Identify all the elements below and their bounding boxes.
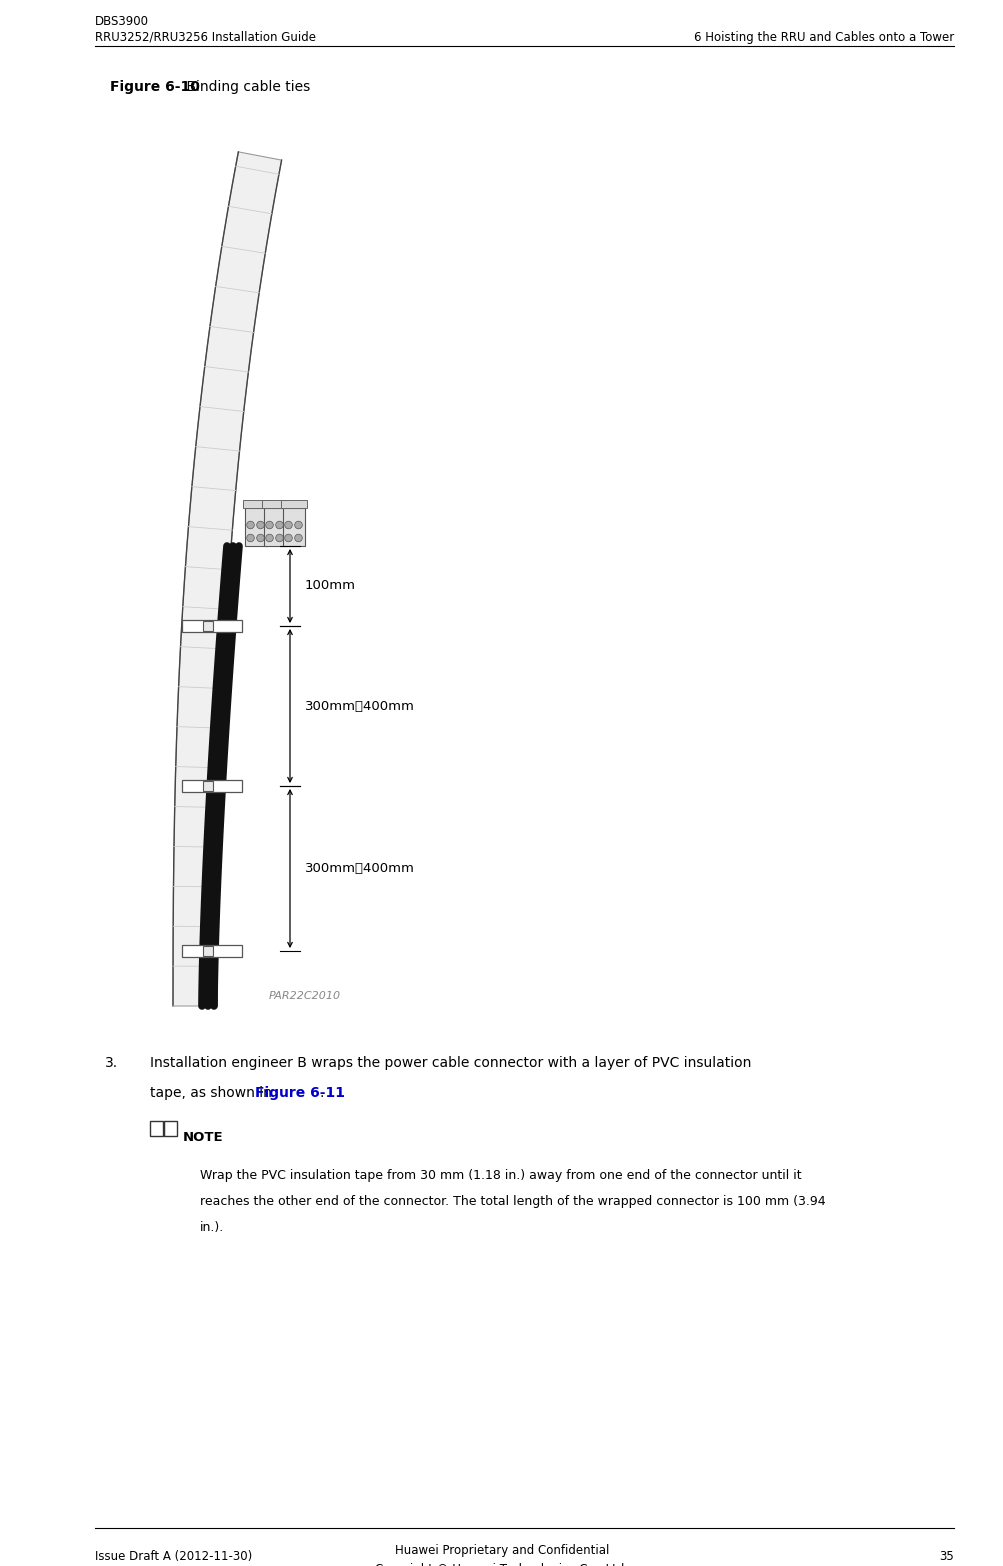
Bar (283, 507, 305, 547)
Text: 300mm～400mm: 300mm～400mm (305, 861, 414, 875)
Circle shape (285, 534, 292, 542)
Polygon shape (173, 152, 281, 1005)
Text: RRU3252/RRU3256 Installation Guide: RRU3252/RRU3256 Installation Guide (95, 31, 316, 44)
Circle shape (257, 534, 264, 542)
Text: 3.: 3. (105, 1055, 118, 1070)
Bar (182, 944, 242, 957)
Bar (163, 1121, 177, 1135)
Bar (203, 781, 213, 791)
Text: tape, as shown in: tape, as shown in (149, 1085, 276, 1099)
Circle shape (295, 521, 302, 529)
Bar (262, 500, 288, 507)
Text: Issue Draft A (2012-11-30): Issue Draft A (2012-11-30) (95, 1550, 252, 1563)
Bar (203, 622, 213, 631)
Bar (264, 507, 286, 547)
Text: 100mm: 100mm (305, 579, 356, 592)
Text: DBS3900: DBS3900 (95, 16, 148, 28)
Bar (203, 946, 213, 955)
Text: Wrap the PVC insulation tape from 30 mm (1.18 in.) away from one end of the conn: Wrap the PVC insulation tape from 30 mm … (200, 1168, 800, 1182)
Circle shape (266, 521, 273, 529)
Circle shape (247, 521, 254, 529)
Text: Huawei Proprietary and Confidential: Huawei Proprietary and Confidential (394, 1544, 609, 1557)
Text: PAR22C2010: PAR22C2010 (269, 991, 341, 1001)
Text: in.).: in.). (200, 1221, 224, 1234)
Text: 300mm～400mm: 300mm～400mm (305, 700, 414, 713)
Circle shape (266, 534, 273, 542)
Bar (243, 500, 269, 507)
Text: .: . (319, 1085, 324, 1099)
Text: Copyright © Huawei Technologies Co., Ltd.: Copyright © Huawei Technologies Co., Ltd… (375, 1563, 628, 1566)
Bar (245, 507, 267, 547)
Text: NOTE: NOTE (183, 1131, 224, 1145)
Text: Binding cable ties: Binding cable ties (182, 80, 310, 94)
Circle shape (285, 521, 292, 529)
Bar (281, 500, 307, 507)
Bar (149, 1121, 162, 1135)
Text: Installation engineer B wraps the power cable connector with a layer of PVC insu: Installation engineer B wraps the power … (149, 1055, 750, 1070)
Circle shape (295, 534, 302, 542)
Text: Figure 6-10: Figure 6-10 (110, 80, 200, 94)
Circle shape (276, 521, 283, 529)
Circle shape (247, 534, 254, 542)
Text: Figure 6-11: Figure 6-11 (255, 1085, 345, 1099)
Text: 35: 35 (939, 1550, 953, 1563)
Text: 6 Hoisting the RRU and Cables onto a Tower: 6 Hoisting the RRU and Cables onto a Tow… (693, 31, 953, 44)
Bar (182, 620, 242, 633)
Text: reaches the other end of the connector. The total length of the wrapped connecto: reaches the other end of the connector. … (200, 1195, 824, 1207)
Circle shape (257, 521, 264, 529)
Circle shape (276, 534, 283, 542)
Bar (182, 780, 242, 792)
